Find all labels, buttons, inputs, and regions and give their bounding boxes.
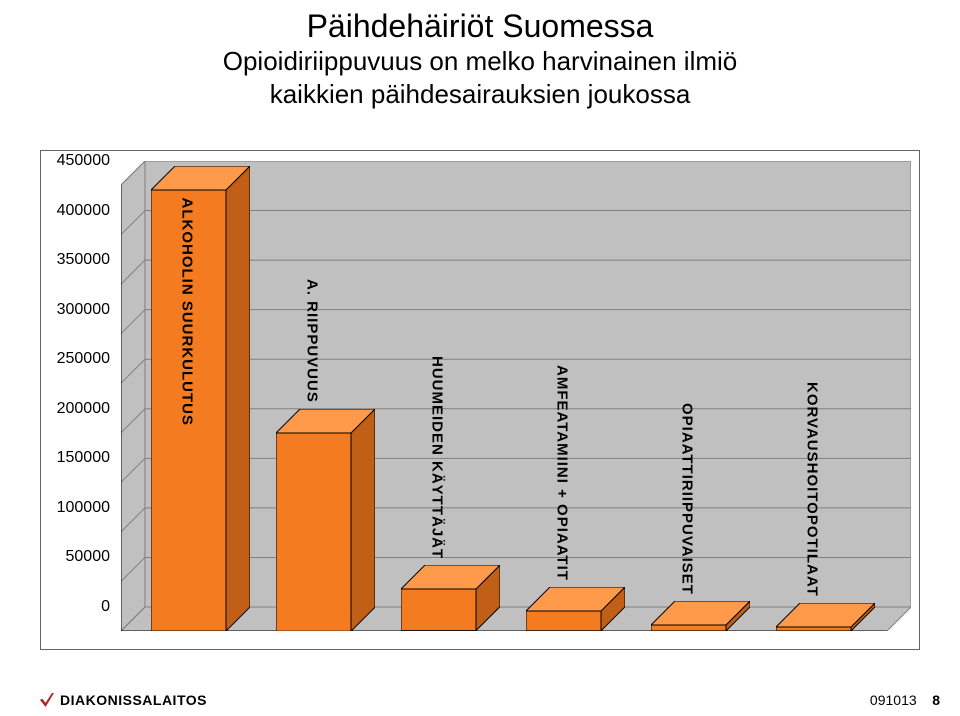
chart-container: 0 50000 100000 150000 200000 250000 300000 3500…: [40, 150, 920, 650]
footer-page: 8: [932, 692, 940, 708]
y-tick-label: 350000: [57, 251, 110, 269]
footer-date: 091013: [870, 692, 917, 708]
bar: OPIAATTIRIIPPUVAISET: [651, 577, 750, 607]
logo-check-icon: [40, 693, 54, 707]
bar: A. RIIPPUVUUS: [276, 385, 375, 607]
y-tick-label: 150000: [57, 449, 110, 467]
y-tick-label: 400000: [57, 202, 110, 220]
bar: ALKOHOLIN SUURKULUTUS: [151, 142, 250, 607]
logo-text: DIAKONISSALAITOS: [60, 692, 207, 708]
bar: HUUMEIDEN KÄYTTÄJÄT: [401, 541, 500, 607]
bar-label: KORVAUSHOITOPOTILAAT: [804, 382, 821, 597]
bar-label: ALKOHOLIN SUURKULUTUS: [179, 198, 196, 427]
chart-subtitle-1: Opioidiriippuvuus on melko harvinainen i…: [0, 45, 960, 78]
y-tick-label: 50000: [66, 548, 111, 566]
y-tick-label: 100000: [57, 499, 110, 517]
bar: KORVAUSHOITOPOTILAAT: [776, 579, 875, 607]
bar-label: AMFEATAMIINI + OPIAATIT: [554, 365, 571, 581]
chart-bars: ALKOHOLIN SUURKULUTUS A. RIIPPUVUUS HUUMEI…: [121, 161, 911, 631]
bar-label: OPIAATTIRIIPPUVAISET: [679, 403, 696, 595]
bar-label: A. RIIPPUVUUS: [304, 279, 321, 403]
plot-area: ALKOHOLIN SUURKULUTUS A. RIIPPUVUUS HUUMEI…: [121, 161, 911, 631]
chart-subtitle-2: kaikkien päihdesairauksien joukossa: [0, 78, 960, 111]
bar: AMFEATAMIINI + OPIAATIT: [526, 563, 625, 607]
bar-label: HUUMEIDEN KÄYTTÄJÄT: [429, 356, 446, 559]
y-tick-label: 300000: [57, 301, 110, 319]
y-tick-label: 200000: [57, 400, 110, 418]
y-tick-label: 450000: [57, 152, 110, 170]
chart-title: Päihdehäiriöt Suomessa: [0, 8, 960, 45]
footer-logo: DIAKONISSALAITOS: [40, 692, 207, 708]
y-tick-label: 0: [101, 598, 110, 616]
y-axis-labels: 0 50000 100000 150000 200000 250000 300000 3500…: [41, 161, 116, 631]
page-footer: DIAKONISSALAITOS 091013 8: [40, 692, 940, 708]
footer-meta: 091013 8: [870, 692, 940, 708]
y-tick-label: 250000: [57, 350, 110, 368]
